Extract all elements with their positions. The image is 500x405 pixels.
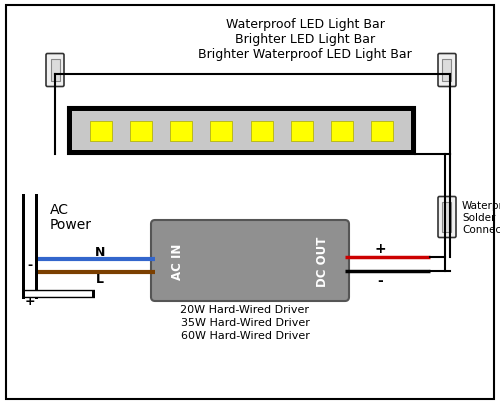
Bar <box>210 121 233 141</box>
Text: 20W Hard-Wired Driver: 20W Hard-Wired Driver <box>180 304 310 314</box>
Text: +: + <box>374 241 386 256</box>
Bar <box>72 112 411 151</box>
Bar <box>130 121 152 141</box>
Text: AC: AC <box>50 202 69 216</box>
Text: Brighter LED Light Bar: Brighter LED Light Bar <box>235 33 375 46</box>
Text: Waterproof: Waterproof <box>462 200 500 211</box>
Text: -: - <box>377 273 383 287</box>
Text: -: - <box>28 258 32 271</box>
Text: Connector: Connector <box>462 224 500 234</box>
Text: N: N <box>95 246 105 259</box>
Bar <box>90 121 112 141</box>
Bar <box>331 121 353 141</box>
FancyBboxPatch shape <box>46 54 64 87</box>
Text: AC IN: AC IN <box>170 243 183 279</box>
FancyBboxPatch shape <box>438 197 456 238</box>
Text: 60W Hard-Wired Driver: 60W Hard-Wired Driver <box>180 330 310 340</box>
Text: Waterproof LED Light Bar: Waterproof LED Light Bar <box>226 18 384 31</box>
Text: 35W Hard-Wired Driver: 35W Hard-Wired Driver <box>180 317 310 327</box>
Bar <box>371 121 393 141</box>
FancyBboxPatch shape <box>438 54 456 87</box>
Bar <box>25 194 35 299</box>
Text: Solder: Solder <box>462 213 496 222</box>
Bar <box>290 121 312 141</box>
Bar <box>170 121 192 141</box>
Text: Power: Power <box>50 217 92 231</box>
Bar <box>250 121 272 141</box>
Text: DC OUT: DC OUT <box>316 236 330 286</box>
Bar <box>442 202 452 232</box>
Text: L: L <box>96 273 104 286</box>
Text: Brighter Waterproof LED Light Bar: Brighter Waterproof LED Light Bar <box>198 48 412 61</box>
Text: +: + <box>24 295 36 308</box>
Bar <box>442 60 452 82</box>
Bar <box>22 194 38 299</box>
FancyBboxPatch shape <box>151 220 349 301</box>
Bar <box>68 108 415 155</box>
Bar <box>50 60 59 82</box>
